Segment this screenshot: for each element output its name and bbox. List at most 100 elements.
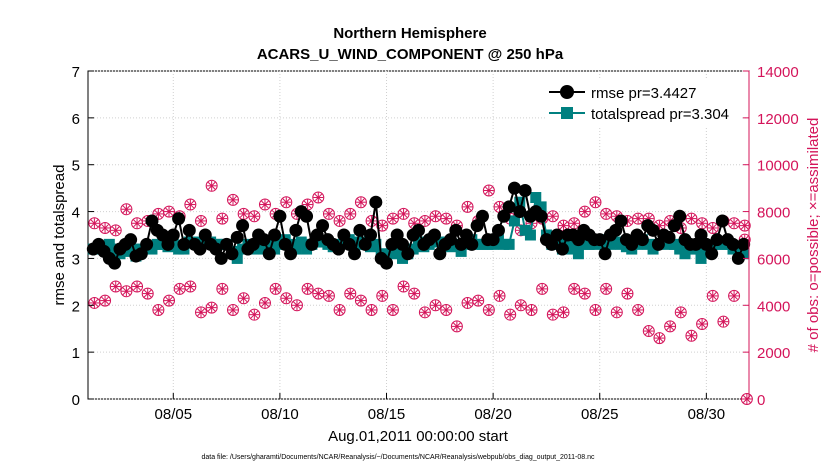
obs-star bbox=[698, 219, 706, 228]
obs-assimilated-point bbox=[195, 306, 208, 319]
obs-possible-point bbox=[322, 207, 335, 220]
legend-spread-marker bbox=[561, 107, 573, 119]
obs-possible-point bbox=[258, 198, 271, 211]
rmse-series bbox=[86, 181, 751, 270]
rmse-point bbox=[715, 214, 729, 228]
obs-assimilated-point bbox=[312, 287, 325, 300]
obs-star bbox=[186, 200, 195, 209]
rmse-point bbox=[236, 219, 250, 233]
obs-assimilated-point bbox=[365, 303, 378, 316]
obs-circle bbox=[354, 196, 367, 209]
y-tick-label: 4 bbox=[72, 205, 80, 222]
obs-assimilated-point bbox=[99, 294, 112, 307]
rmse-point bbox=[412, 223, 425, 237]
obs-possible-point bbox=[205, 179, 218, 192]
obs-possible-point bbox=[482, 184, 495, 197]
y-right-tick-label: 0 bbox=[757, 392, 765, 409]
rmse-point bbox=[401, 247, 415, 261]
obs-assimilated-point bbox=[173, 282, 186, 295]
obs-possible-point bbox=[461, 200, 474, 213]
rmse-point bbox=[507, 181, 521, 195]
obs-star bbox=[282, 198, 291, 207]
obs-star bbox=[431, 212, 440, 221]
y-tick-label: 3 bbox=[72, 251, 80, 268]
obs-circle bbox=[578, 287, 591, 300]
obs-circle bbox=[706, 289, 719, 302]
obs-assimilated-point bbox=[664, 320, 677, 333]
chart-title: Northern Hemisphere bbox=[333, 25, 486, 42]
obs-possible-point bbox=[131, 217, 144, 230]
obs-star bbox=[197, 308, 205, 317]
y-right-tick-label: 12000 bbox=[757, 111, 799, 128]
obs-assimilated-point bbox=[674, 306, 687, 319]
obs-star bbox=[463, 299, 472, 307]
totalspread-point bbox=[530, 192, 542, 204]
y-right-tick-label: 4000 bbox=[757, 298, 790, 315]
rmse-point bbox=[182, 223, 196, 237]
rmse-point bbox=[555, 242, 569, 256]
obs-assimilated-point bbox=[589, 303, 602, 316]
obs-circle bbox=[493, 289, 506, 302]
obs-possible-point bbox=[728, 217, 741, 230]
obs-assimilated-point bbox=[290, 299, 303, 312]
rmse-point bbox=[348, 247, 362, 261]
obs-circle bbox=[141, 287, 154, 300]
obs-circle bbox=[653, 332, 666, 345]
obs-circle bbox=[740, 393, 753, 405]
obs-assimilated-point bbox=[152, 303, 165, 316]
totalspread-point bbox=[503, 238, 515, 250]
obs-star bbox=[410, 219, 419, 228]
obs-circle bbox=[280, 196, 293, 209]
totalspread-point bbox=[370, 238, 382, 250]
obs-circle bbox=[195, 306, 208, 319]
y-right-tick-label: 14000 bbox=[757, 64, 799, 81]
obs-star bbox=[484, 186, 493, 195]
obs-circle bbox=[99, 294, 112, 307]
totalspread-point bbox=[407, 243, 419, 255]
obs-possible-point bbox=[418, 214, 431, 227]
obs-star bbox=[431, 301, 440, 310]
obs-assimilated-point bbox=[504, 308, 517, 321]
obs-star bbox=[740, 221, 749, 230]
obs-assimilated-point bbox=[685, 329, 698, 342]
obs-circle bbox=[610, 306, 623, 319]
rmse-point bbox=[598, 247, 612, 261]
obs-assimilated-point bbox=[216, 282, 229, 295]
totalspread-point bbox=[514, 196, 526, 208]
obs-circle bbox=[674, 306, 687, 319]
obs-assimilated-point bbox=[418, 306, 431, 319]
y-right-tick-label: 10000 bbox=[757, 158, 799, 175]
obs-assimilated-point bbox=[248, 308, 261, 321]
obs-circle bbox=[205, 179, 218, 192]
obs-star bbox=[261, 200, 269, 209]
obs-circle bbox=[322, 207, 335, 220]
rmse-point bbox=[268, 228, 282, 242]
obs-star bbox=[495, 292, 504, 300]
obs-star bbox=[357, 198, 365, 207]
obs-possible-point bbox=[386, 212, 399, 225]
obs-possible-point bbox=[589, 196, 602, 209]
rmse-point bbox=[353, 223, 367, 237]
obs-circle bbox=[109, 280, 122, 293]
obs-star bbox=[250, 310, 259, 319]
obs-star bbox=[570, 284, 579, 293]
obs-possible-point bbox=[344, 207, 357, 220]
rmse-point bbox=[427, 228, 441, 242]
obs-circle bbox=[344, 207, 357, 220]
y-axis-label: rmse and totalspread bbox=[51, 165, 68, 306]
obs-circle bbox=[440, 212, 453, 225]
obs-star bbox=[250, 212, 259, 221]
obs-circle bbox=[696, 318, 709, 331]
obs-circle bbox=[163, 294, 176, 307]
obs-star bbox=[90, 219, 99, 228]
obs-star bbox=[389, 214, 397, 223]
obs-assimilated-point bbox=[653, 332, 666, 345]
obs-star bbox=[111, 282, 120, 291]
obs-circle bbox=[504, 308, 517, 321]
obs-star bbox=[708, 224, 717, 232]
obs-assimilated-point bbox=[450, 320, 463, 333]
obs-star bbox=[644, 327, 653, 335]
rmse-point bbox=[614, 214, 628, 228]
x-tick-label: 08/20 bbox=[474, 406, 512, 423]
obs-assimilated-point bbox=[301, 282, 314, 295]
